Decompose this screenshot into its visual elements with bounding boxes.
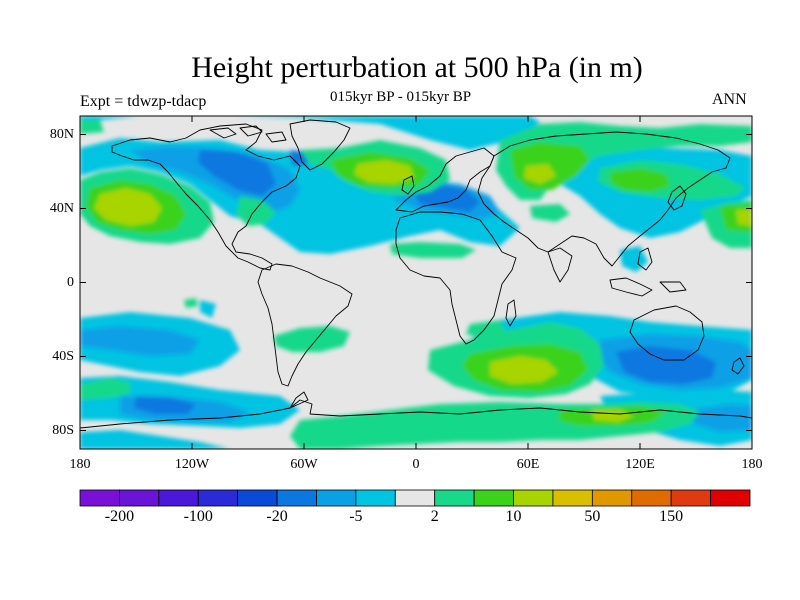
coast-antarctic-peninsula [289, 391, 309, 409]
colorbar-swatch [670, 489, 711, 507]
colorbar-tick-label: 150 [659, 508, 684, 525]
lon-tick-label: 180 [69, 457, 91, 472]
coast-new-zealand [731, 357, 745, 375]
colorbar-tick-label: -100 [183, 508, 213, 525]
colorbar-swatch [197, 489, 239, 507]
colorbar-swatch [316, 489, 357, 507]
experiment-label: Expt = tdwzp-tdacp [80, 93, 207, 110]
colorbar-tick-label: 2 [430, 508, 439, 525]
coast-madagascar [505, 299, 517, 327]
lon-tick-label: 0 [412, 457, 420, 472]
coast-arctic-islands [209, 125, 287, 143]
colorbar-swatch [631, 489, 672, 507]
lon-tick-label: 180 [741, 457, 763, 472]
coast-africa [395, 211, 517, 345]
colorbar-tick-label: -20 [266, 508, 288, 525]
lat-tick-label: 0 [67, 274, 74, 290]
coast-se-asia-islands [609, 247, 687, 297]
colorbar-swatch [276, 489, 317, 507]
colorbar-swatch [394, 489, 436, 507]
lat-tick-label: 80N [49, 126, 74, 142]
colorbar-swatch [237, 489, 278, 507]
lat-tick-label: 40S [52, 348, 74, 364]
colorbar-swatch [552, 489, 593, 507]
season-label: ANN [712, 91, 747, 108]
colorbar-swatch [513, 489, 554, 507]
axis-ticks [79, 116, 753, 449]
coast-uk [401, 175, 415, 195]
colorbar [79, 489, 751, 507]
coast-japan [667, 185, 687, 211]
lon-tick-label: 60E [516, 457, 540, 472]
coast-south-america [257, 263, 353, 387]
colorbar-swatch [119, 489, 160, 507]
colorbar-swatch [710, 489, 751, 507]
coast-greenland [289, 119, 351, 171]
coast-asia [477, 131, 731, 267]
colorbar-tick-label: 10 [505, 508, 522, 525]
coastlines [80, 119, 752, 429]
colorbar-swatch [79, 489, 120, 507]
coast-india [547, 247, 573, 283]
colorbar-tick-label: 50 [584, 508, 601, 525]
figure-title: Height perturbation at 500 hPa (in m) [191, 51, 643, 84]
colorbar-tick-label: -5 [349, 508, 363, 525]
figure-subtitle: 015kyr BP - 015kyr BP [330, 89, 472, 105]
colorbar-swatch [473, 489, 514, 507]
lon-tick-label: 120W [174, 457, 210, 472]
coast-antarctica [80, 399, 752, 429]
contour-fields [80, 116, 752, 449]
colorbar-swatch [355, 489, 396, 507]
lon-tick-label: 120E [625, 457, 655, 472]
colorbar-swatch [158, 489, 199, 507]
coast-north-america [111, 123, 301, 271]
lon-tick-label: 60W [290, 457, 318, 472]
lat-tick-label: 80S [52, 422, 74, 438]
colorbar-tick-label: -200 [104, 508, 135, 525]
colorbar-swatch [591, 489, 633, 507]
lat-tick-label: 40N [49, 200, 74, 216]
colorbar-swatch [434, 489, 475, 507]
coast-australia [629, 305, 705, 361]
